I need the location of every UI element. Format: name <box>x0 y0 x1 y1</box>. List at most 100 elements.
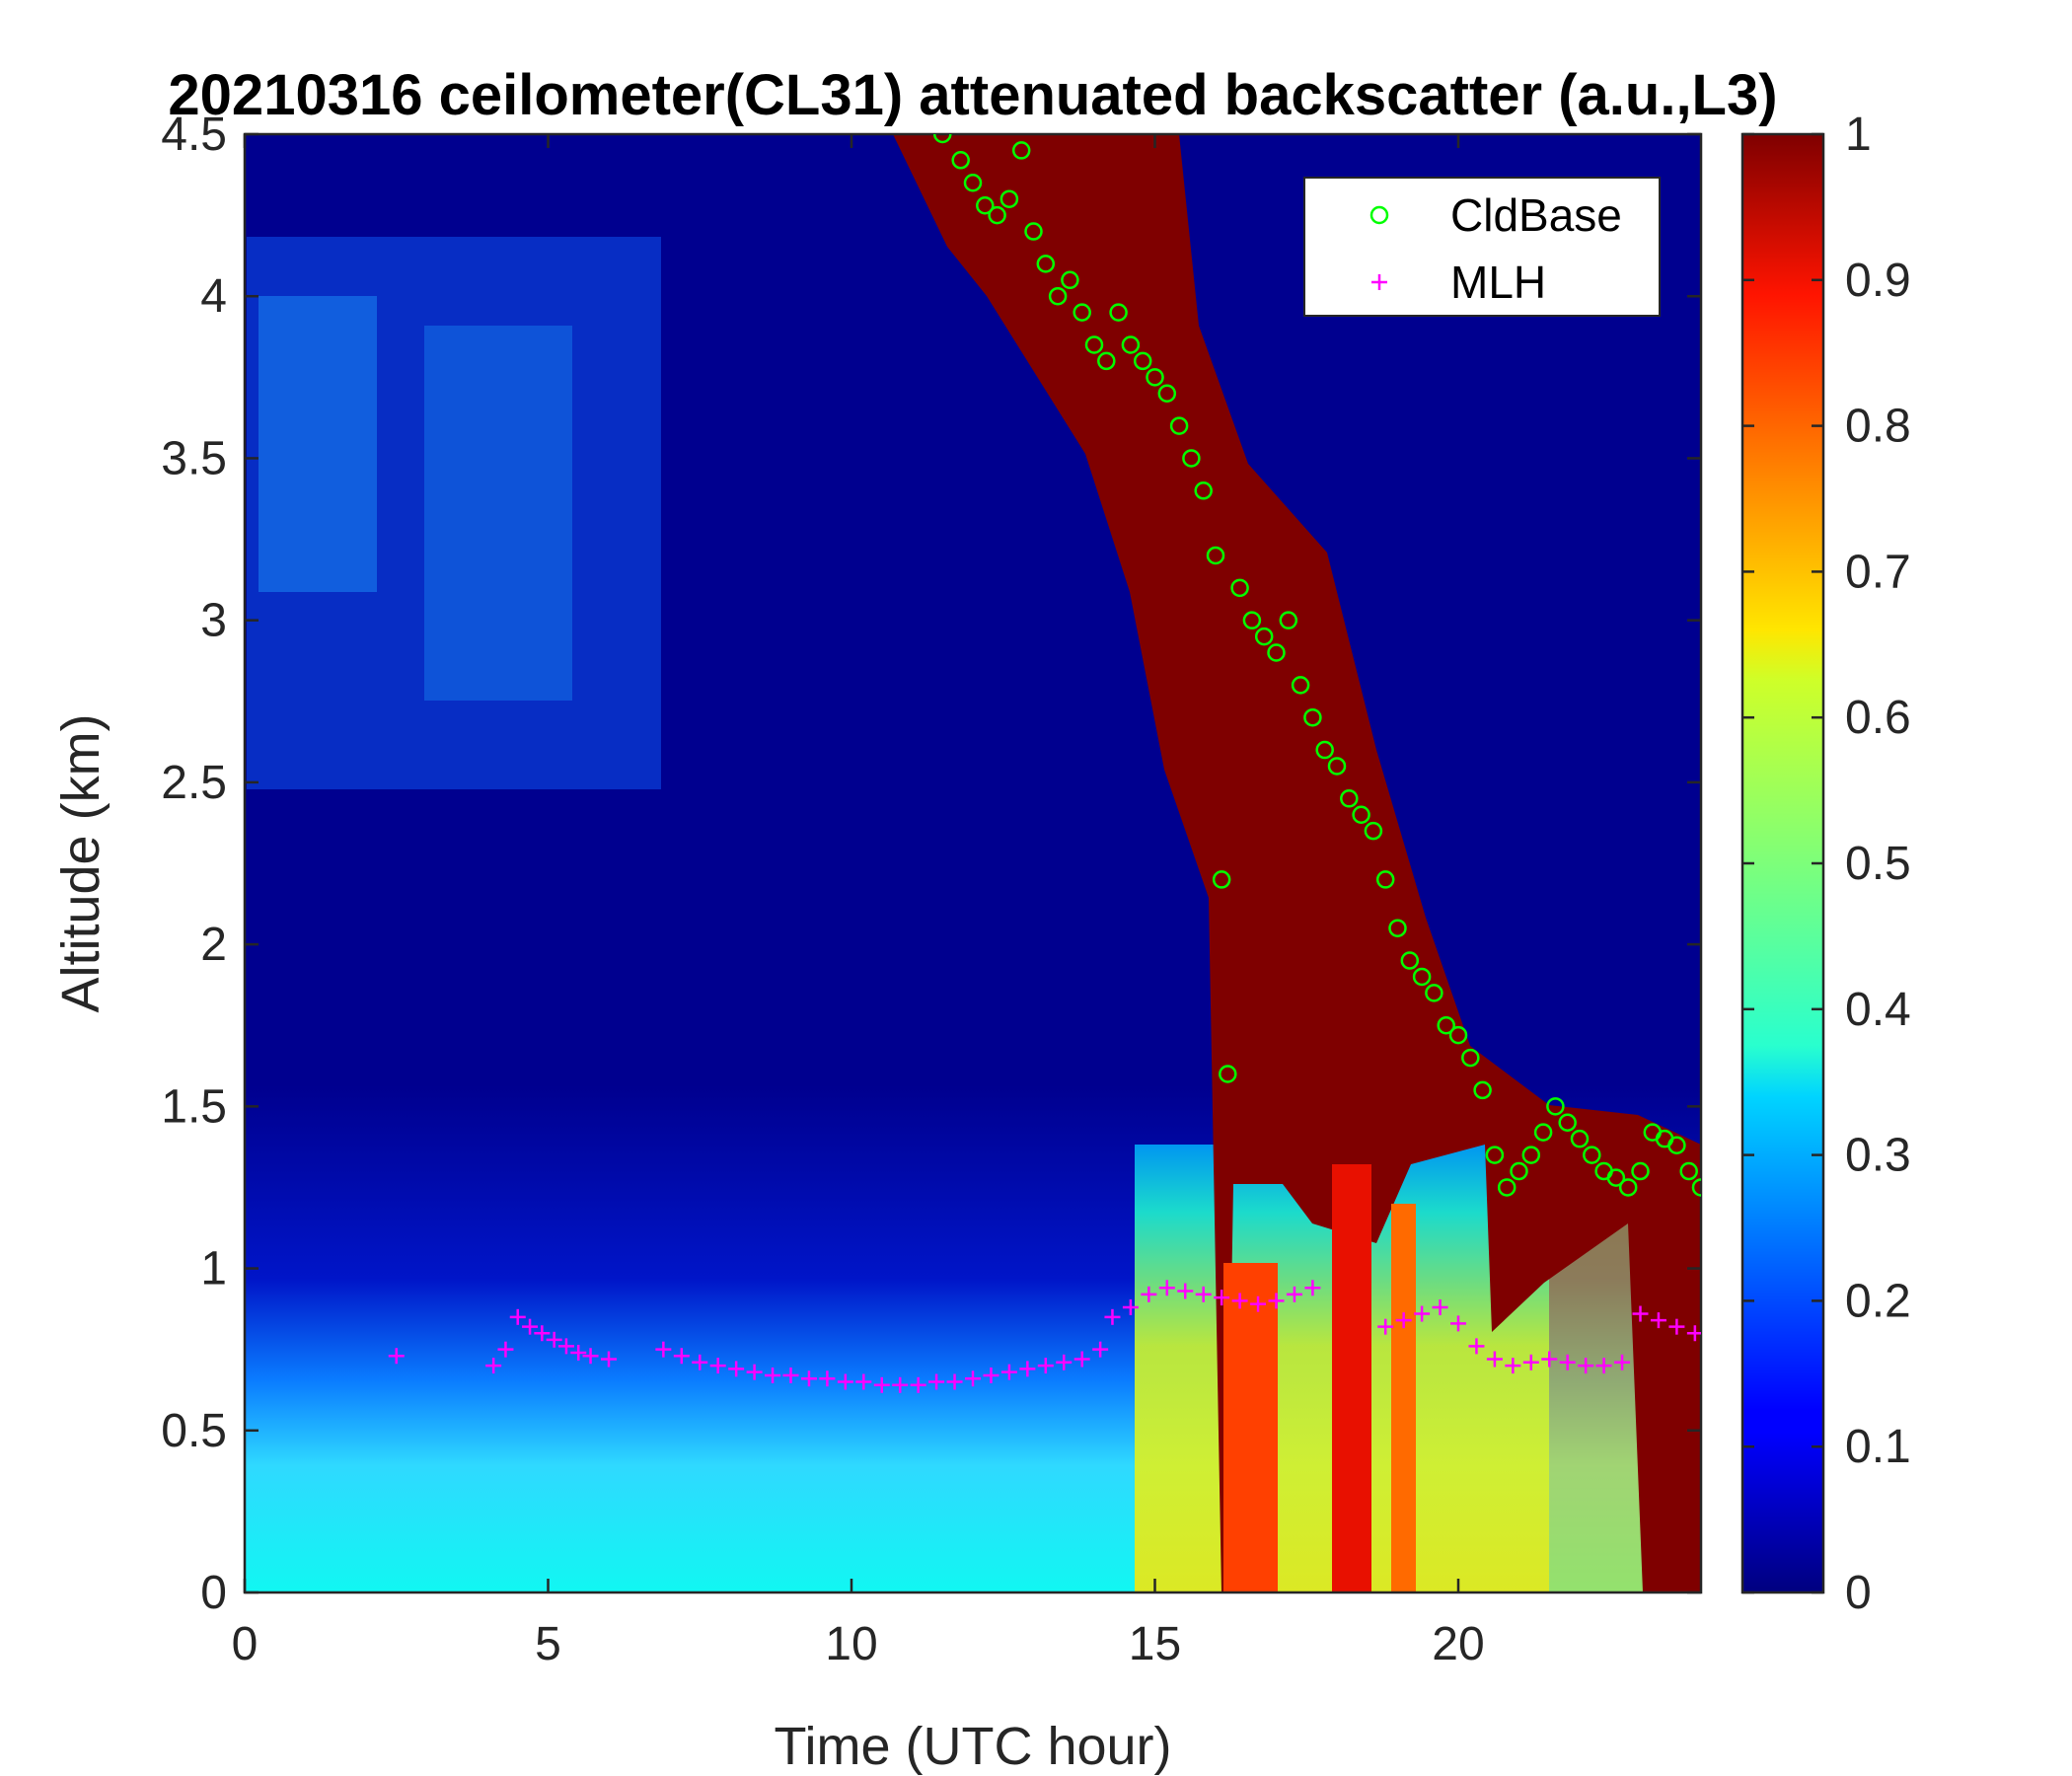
mlh-point <box>1414 1305 1431 1322</box>
mlh-point <box>1195 1286 1212 1302</box>
cldbase-point <box>963 174 983 192</box>
y-tick-label: 3.5 <box>161 432 227 484</box>
y-tick-label: 2 <box>200 919 227 971</box>
mlh-point <box>1286 1286 1302 1302</box>
cldbase-point <box>1254 627 1274 646</box>
x-tick-label: 15 <box>1129 1618 1181 1670</box>
mlh-point <box>892 1376 909 1393</box>
y-tick-label: 4 <box>200 270 227 323</box>
cldbase-point <box>1303 707 1322 727</box>
colorbar-tick-label: 0 <box>1845 1567 1872 1619</box>
colorbar-tick-label: 1 <box>1845 109 1872 161</box>
mlh-point <box>1104 1308 1121 1325</box>
mlh-point <box>1177 1283 1194 1299</box>
cldbase-point <box>1182 449 1201 468</box>
aerosol-layer-upper-left <box>247 237 661 789</box>
legend-box <box>1303 177 1661 317</box>
cldbase-point <box>1631 1161 1650 1181</box>
cldbase-point <box>1097 351 1116 371</box>
cldbase-point <box>1473 1080 1492 1100</box>
cldbase-point <box>1011 141 1031 160</box>
y-tick-label: 4.5 <box>161 109 227 161</box>
precip-column-3 <box>1391 1204 1416 1592</box>
mlh-point <box>1250 1295 1267 1312</box>
cldbase-point <box>1667 1136 1686 1154</box>
colorbar-tick-label: 0.7 <box>1845 546 1911 598</box>
cldbase-point <box>933 134 952 144</box>
mlh-point <box>1522 1354 1539 1370</box>
cldbase-point <box>1412 967 1432 987</box>
mlh-point <box>497 1341 514 1358</box>
cldbase-point <box>1267 643 1286 662</box>
cldbase-point <box>1691 1178 1701 1197</box>
plot-frame <box>243 132 1703 1594</box>
cldbase-point <box>1425 984 1443 1002</box>
mlh-point <box>485 1358 502 1374</box>
x-tick-label: 20 <box>1432 1618 1484 1670</box>
mlh-point <box>1668 1318 1685 1335</box>
mlh-point <box>910 1376 926 1393</box>
cldbase-point <box>1340 789 1359 808</box>
y-axis-label: Altitude (km) <box>51 713 111 1012</box>
cldbase-point <box>1073 303 1091 322</box>
cldbase-point <box>1570 1129 1590 1148</box>
cldbase-point <box>1400 951 1420 970</box>
cldbase-point <box>1510 1161 1528 1181</box>
precip-column-2 <box>1332 1164 1371 1592</box>
y-tick-label: 3 <box>200 595 227 647</box>
mlh-point <box>1268 1293 1285 1309</box>
cldbase-point <box>1169 416 1189 435</box>
cldbase-point <box>988 205 1006 225</box>
mlh-point <box>928 1373 945 1390</box>
cldbase-point <box>1315 740 1334 760</box>
cldbase-point <box>1437 1015 1455 1035</box>
mlh-point <box>534 1325 551 1342</box>
x-axis: 0 5 10 15 20 <box>232 134 1485 1670</box>
chart-title: 20210316 ceilometer(CL31) attenuated bac… <box>168 63 1777 127</box>
mlh-point <box>1395 1312 1412 1329</box>
x-tick-label: 10 <box>825 1618 877 1670</box>
legend-marker-cldbase <box>1369 205 1389 225</box>
cldbase-point <box>1036 255 1056 273</box>
mlh-point <box>709 1358 726 1374</box>
cldbase-point <box>1133 351 1152 371</box>
cldbase-point <box>1618 1178 1638 1197</box>
mlh-point <box>1432 1298 1448 1315</box>
mlh-point <box>557 1338 574 1355</box>
cldbase-point <box>1157 384 1177 404</box>
cldbase-point <box>1219 1065 1237 1083</box>
cldbase-point <box>1279 611 1298 629</box>
cldbase-point <box>1364 821 1383 841</box>
cldbase-point <box>1109 303 1128 322</box>
aerosol-layer-upper-left-core <box>259 296 377 592</box>
mlh-point <box>946 1373 963 1390</box>
mlh-point <box>728 1361 745 1377</box>
mlh-point <box>1686 1325 1701 1342</box>
legend-label-cldbase: CldBase <box>1450 189 1622 241</box>
cldbase-point <box>1546 1097 1565 1116</box>
cldbase-point <box>1242 611 1262 629</box>
colorbar-ticks: 0 0.1 0.2 0.3 0.4 0.5 0.6 0.7 0.8 0.9 1 <box>1742 109 1911 1619</box>
mlh-point <box>983 1367 999 1383</box>
mlh-point <box>1614 1354 1631 1370</box>
mlh-point <box>873 1376 890 1393</box>
colorbar-tick-label: 0.5 <box>1845 838 1911 890</box>
cldbase-point <box>1230 578 1249 598</box>
legend[interactable]: CldBase MLH <box>1303 177 1661 317</box>
y-tick-label: 2.5 <box>161 757 227 809</box>
cldbase-point <box>1024 222 1043 241</box>
colorbar-tick-label: 0.8 <box>1845 401 1911 453</box>
mlh-point <box>1541 1351 1558 1368</box>
mlh-point <box>673 1348 690 1365</box>
x-axis-label: Time (UTC hour) <box>774 1717 1171 1776</box>
mlh-point <box>546 1331 562 1348</box>
cldbase-point <box>1206 546 1225 565</box>
mlh-point <box>1304 1280 1321 1296</box>
mlh-point <box>855 1373 872 1390</box>
mlh-point <box>1122 1298 1139 1315</box>
backscatter-heatmap <box>245 134 1701 1592</box>
mlh-point <box>1559 1354 1576 1370</box>
cldbase-point <box>999 189 1019 208</box>
cldbase-point <box>1375 870 1395 889</box>
cldbase-point <box>1558 1113 1577 1133</box>
